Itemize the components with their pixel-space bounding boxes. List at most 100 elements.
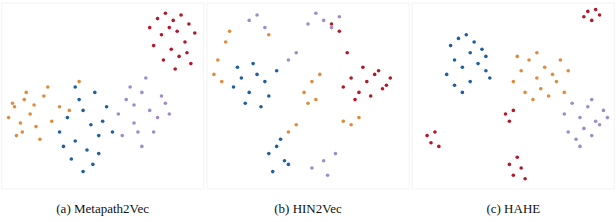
point [175,29,179,33]
point [101,119,105,123]
point [89,123,93,127]
point [38,137,42,141]
point [338,15,342,19]
caption: (a) Metapath2Vec [56,201,149,216]
point [531,98,535,102]
plot-frame [412,3,614,189]
point [11,101,15,105]
point [547,94,551,98]
point [598,13,602,17]
point [136,130,140,134]
point [287,130,291,134]
point [105,105,109,109]
point [148,109,152,113]
point [582,15,586,19]
point [111,130,115,134]
point [330,22,334,26]
point [132,121,136,125]
point [183,40,187,44]
point [283,159,287,163]
point [598,123,602,127]
point [535,76,539,80]
point [578,145,582,149]
point [302,91,306,95]
point [326,173,330,177]
point [15,134,19,138]
point [171,19,175,23]
caption: (c) HAHE [486,201,540,216]
point [512,109,516,113]
point [555,80,559,84]
point [566,69,570,73]
point [341,119,345,123]
panel: (c) HAHE [412,3,614,216]
point [271,170,275,174]
point [488,76,492,80]
point [140,145,144,149]
point [68,109,72,113]
point [81,170,85,174]
point [32,103,36,107]
point [50,119,54,123]
point [519,166,523,170]
point [535,51,539,55]
point [461,65,465,69]
point [594,119,598,123]
point [287,163,291,167]
point [508,163,512,167]
point [240,76,244,80]
point [334,152,338,156]
point [437,145,441,149]
point [381,87,385,91]
point [468,51,472,55]
point [515,155,519,159]
point [259,105,263,109]
point [189,62,193,66]
point [140,91,144,95]
point [523,177,527,181]
point [306,101,310,105]
point [453,58,457,62]
point [120,134,124,138]
point [377,69,381,73]
point [212,73,216,77]
point [338,29,342,33]
point [156,17,160,21]
point [148,26,152,30]
point [85,148,89,152]
point [128,85,132,89]
point [164,11,168,15]
point [594,8,598,12]
point [476,62,480,66]
point [349,76,353,80]
point [453,83,457,87]
point [22,98,26,102]
point [543,65,547,69]
point [70,157,74,161]
point [373,73,377,77]
point [445,73,449,77]
point [224,40,228,44]
point [484,69,488,73]
point [551,73,555,77]
point [341,85,345,89]
point [156,116,160,120]
point [429,141,433,145]
point [160,94,164,98]
point [21,130,25,134]
caption: (b) HIN2Vec [274,201,342,216]
point [586,10,590,14]
point [77,80,81,84]
point [306,22,310,26]
point [515,55,519,59]
point [318,73,322,77]
point [7,116,11,120]
point [236,65,240,69]
figure: (a) Metapath2Vec (b) HIN2Vec (c) HAHE [0,0,616,222]
point [606,116,610,120]
point [243,101,247,105]
point [97,152,101,156]
point [389,76,393,80]
point [425,134,429,138]
point [81,109,85,113]
